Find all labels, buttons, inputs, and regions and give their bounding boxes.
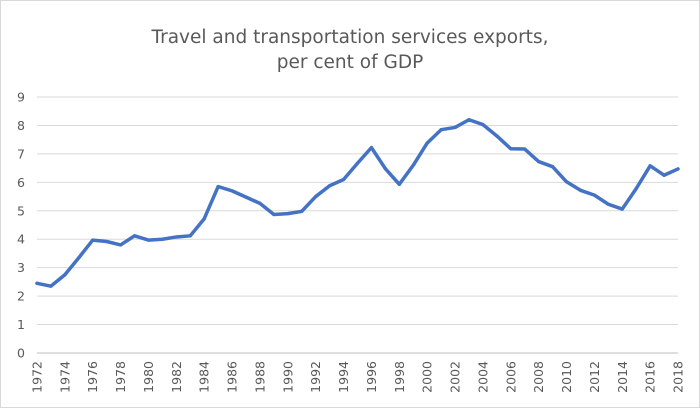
y-tick-label-9: 9: [17, 90, 25, 105]
data-point-1984: [202, 217, 206, 221]
x-tick-label-1972: 1972: [30, 361, 45, 393]
data-point-2006: [509, 147, 513, 151]
data-point-1999: [411, 163, 415, 167]
x-tick-label-1980: 1980: [141, 361, 156, 393]
data-point-1989: [272, 212, 276, 217]
x-tick-label-1996: 1996: [364, 361, 379, 393]
data-point-2002: [453, 125, 457, 130]
x-tick-label-1986: 1986: [225, 361, 240, 393]
data-point-1997: [383, 167, 387, 171]
data-point-2008: [537, 159, 541, 164]
x-tick-label-1992: 1992: [308, 361, 323, 393]
data-point-1985: [216, 185, 220, 189]
series-layer: [35, 118, 680, 288]
x-tick-label-2010: 2010: [559, 361, 574, 393]
y-tick-label-8: 8: [17, 118, 25, 133]
data-point-1978: [119, 243, 123, 247]
data-point-2014: [620, 207, 624, 211]
data-point-2016: [648, 164, 652, 168]
data-point-1998: [397, 182, 401, 186]
chart-title-line-2: per cent of GDP: [277, 52, 423, 73]
data-point-1992: [314, 194, 318, 199]
data-point-2017: [662, 173, 666, 177]
series-line-0: [35, 118, 680, 288]
data-point-1993: [328, 184, 332, 188]
data-point-1991: [300, 209, 304, 213]
data-point-2009: [550, 165, 555, 169]
y-tick-label-2: 2: [17, 289, 25, 304]
y-tick-label-6: 6: [17, 175, 25, 190]
data-point-1980: [146, 238, 151, 242]
y-axis-labels: 0 1 2 3 4 5 6 7 8 9: [17, 90, 25, 361]
x-tick-label-2012: 2012: [587, 361, 602, 393]
x-tick-label-1988: 1988: [252, 361, 267, 393]
y-tick-label-1: 1: [17, 317, 25, 332]
x-tick-label-2000: 2000: [420, 361, 435, 393]
data-point-2003: [467, 118, 471, 122]
data-point-1987: [244, 195, 248, 199]
data-point-1994: [341, 177, 346, 182]
x-tick-label-1974: 1974: [57, 361, 72, 393]
x-axis-labels: 1972 1974 1976 1978 1980 1982 1984 1986 1988 1990…: [30, 361, 686, 393]
x-tick-label-1984: 1984: [197, 361, 212, 393]
data-point-2012: [592, 193, 596, 197]
data-point-2018: [676, 167, 680, 171]
data-point-2005: [495, 134, 499, 138]
x-tick-label-2016: 2016: [643, 361, 658, 393]
data-point-2000: [425, 141, 429, 145]
data-point-2011: [578, 188, 583, 192]
data-point-1981: [160, 237, 165, 241]
x-tick-label-1976: 1976: [85, 361, 100, 393]
data-point-1986: [230, 189, 234, 193]
y-tick-label-7: 7: [17, 146, 25, 161]
data-point-1982: [174, 235, 178, 239]
data-point-2015: [634, 186, 638, 191]
data-point-2001: [439, 128, 443, 132]
data-point-1990: [286, 212, 290, 216]
x-tick-label-2004: 2004: [475, 361, 490, 393]
data-point-1977: [105, 239, 109, 244]
data-point-1983: [188, 234, 192, 238]
y-tick-label-4: 4: [17, 232, 25, 247]
x-tick-label-2006: 2006: [503, 361, 518, 393]
data-point-2004: [481, 122, 485, 127]
x-tick-label-2002: 2002: [448, 361, 463, 393]
data-point-2013: [606, 202, 610, 206]
data-point-1995: [355, 161, 360, 165]
x-tick-label-1994: 1994: [336, 361, 351, 393]
chart-title-line-1: Travel and transportation services expor…: [151, 27, 549, 48]
x-tick-label-2014: 2014: [615, 361, 630, 393]
x-tick-label-1978: 1978: [113, 361, 128, 393]
data-point-1976: [91, 238, 95, 242]
data-point-1972: [35, 281, 39, 285]
grid-layer: [37, 96, 678, 354]
x-tick-label-2018: 2018: [671, 361, 686, 393]
y-tick-label-5: 5: [17, 203, 25, 218]
x-tick-label-1998: 1998: [392, 361, 407, 393]
data-point-1979: [132, 234, 137, 238]
data-point-1973: [49, 284, 53, 288]
x-tick-label-2008: 2008: [531, 361, 546, 393]
data-point-1988: [258, 201, 262, 205]
data-point-2010: [564, 180, 569, 184]
data-point-1974: [63, 273, 67, 277]
y-tick-label-3: 3: [17, 260, 25, 275]
x-tick-label-1990: 1990: [280, 361, 295, 393]
data-point-1975: [77, 256, 81, 260]
x-tick-label-1982: 1982: [169, 361, 184, 393]
data-point-1996: [369, 146, 374, 150]
y-tick-label-0: 0: [17, 346, 25, 361]
data-point-2007: [523, 147, 527, 151]
